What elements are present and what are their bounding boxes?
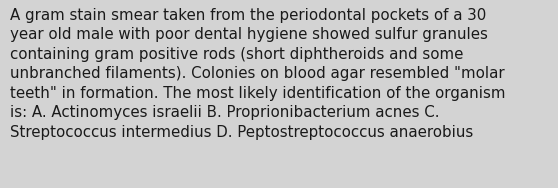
Text: A gram stain smear taken from the periodontal pockets of a 30
year old male with: A gram stain smear taken from the period… <box>10 8 506 140</box>
